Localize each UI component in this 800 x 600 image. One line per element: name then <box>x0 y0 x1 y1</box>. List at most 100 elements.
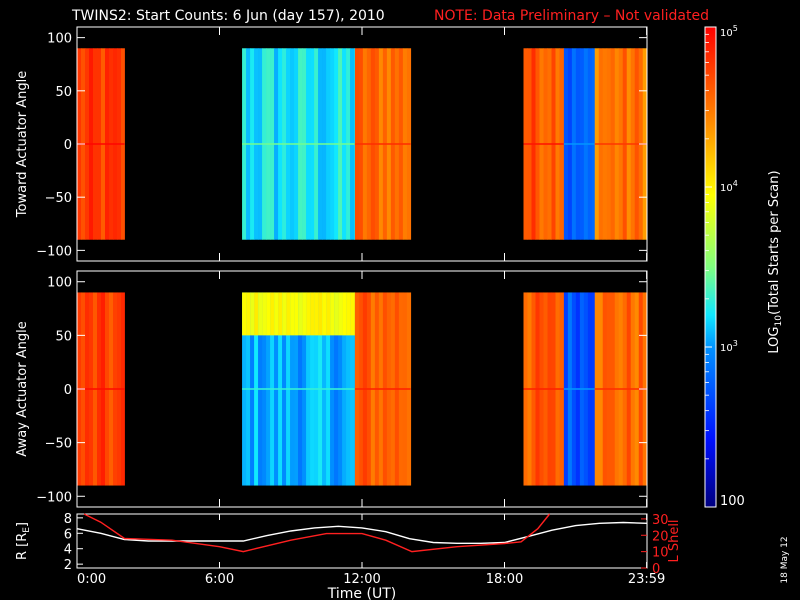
heatmap-band <box>242 292 247 336</box>
colorbar-tick-label: 100 <box>720 494 745 509</box>
zero-angle-stripe <box>242 143 355 145</box>
y2-tick-label: 20 <box>652 529 669 544</box>
y-tick-label: 6 <box>64 527 72 542</box>
heatmap-band <box>246 292 251 336</box>
heatmap-band <box>318 292 323 336</box>
zero-angle-stripe <box>77 143 125 145</box>
x-tick-label: 6:00 <box>205 572 234 587</box>
away-x-ticks <box>76 271 648 507</box>
heatmap-band <box>346 292 351 336</box>
y-tick-label: 100 <box>47 276 72 291</box>
zero-angle-stripe <box>563 143 595 145</box>
orbit-lines <box>76 513 648 553</box>
date-stamp: 18 May 12 <box>780 536 790 583</box>
heatmap-band <box>306 292 311 336</box>
y-tick-label: −50 <box>45 437 72 452</box>
heatmap-band <box>350 292 355 336</box>
heatmap-band <box>258 292 263 336</box>
heatmap-band <box>314 292 319 336</box>
l-shell-line <box>83 513 551 553</box>
colorbar-tick-base: 10 <box>720 183 733 194</box>
zero-angle-stripe <box>354 388 411 390</box>
x-tick-label: 0:00 <box>77 572 106 587</box>
y-tick-label: 0 <box>64 383 72 398</box>
heatmap-band <box>270 292 275 336</box>
heatmap-band <box>286 292 291 336</box>
heatmap-band <box>322 292 327 336</box>
colorbar-label: LOG10(Total Starts per Scan) <box>767 170 784 353</box>
y-tick-label: 50 <box>55 329 72 344</box>
toward-heatmap <box>77 48 648 240</box>
zero-angle-stripe <box>354 143 411 145</box>
colorbar-tick-base: 100 <box>720 494 745 509</box>
away-heatmap <box>77 292 648 486</box>
zero-angle-stripe <box>77 388 125 390</box>
colorbar-tick-label: 105 <box>720 24 738 39</box>
heatmap-band <box>310 292 315 336</box>
heatmap-band <box>294 292 299 336</box>
toward-y-ticks: 100 50 0 −50 −100 <box>36 32 647 259</box>
x-tick-label: 12:00 <box>343 572 380 587</box>
colorbar-gradient <box>705 27 716 507</box>
heatmap-band <box>266 292 271 336</box>
y-tick-label: 50 <box>55 85 72 100</box>
colorbar-tick-label: 103 <box>720 339 738 354</box>
heatmap-band <box>326 292 331 336</box>
colorbar-tick-exp: 5 <box>733 24 738 33</box>
y-tick-label: 100 <box>47 32 72 47</box>
heatmap-band <box>282 292 287 336</box>
away-y-ticks: 100 50 0 −50 −100 <box>36 276 647 505</box>
distance-line <box>76 521 648 544</box>
orbit-y2-label: L Shell <box>667 519 682 562</box>
heatmap-band <box>298 292 303 336</box>
zero-angle-stripe <box>523 143 564 145</box>
toward-x-ticks <box>76 27 648 261</box>
heatmap-band <box>290 292 295 336</box>
y-tick-label: 2 <box>64 558 72 573</box>
heatmap-band <box>274 292 279 336</box>
zero-angle-stripe <box>594 143 647 145</box>
zero-angle-stripe <box>594 388 647 390</box>
zero-angle-stripe <box>523 388 564 390</box>
toward-y-label: Toward Actuator Angle <box>15 71 30 218</box>
toward-actuator-panel: 100 50 0 −50 −100 Toward Actuator Angle <box>15 26 648 262</box>
colorbar-tick-base: 10 <box>720 28 733 39</box>
y2-tick-label: 30 <box>652 513 669 528</box>
heatmap-band <box>278 292 283 336</box>
data-note: NOTE: Data Preliminary – Not validated <box>434 8 709 24</box>
colorbar-tick-exp: 4 <box>733 179 738 188</box>
heatmap-band <box>342 292 347 336</box>
colorbar-tick-exp: 3 <box>733 339 738 348</box>
orbit-x-label: Time (UT) <box>327 586 396 600</box>
heatmap-band <box>254 292 259 336</box>
zero-angle-stripe <box>242 388 355 390</box>
y-tick-label: 0 <box>64 138 72 153</box>
x-tick-label: 18:00 <box>486 572 523 587</box>
heatmap-band <box>302 292 307 336</box>
y2-tick-label: 0 <box>652 562 660 577</box>
heatmap-band <box>338 292 343 336</box>
away-actuator-panel: 100 50 0 −50 −100 Away Actuator Angle <box>15 270 648 508</box>
x-tick-label: 23:59 <box>628 572 665 587</box>
heatmap-band <box>334 292 339 336</box>
y-tick-label: −50 <box>45 191 72 206</box>
heatmap-band <box>354 292 356 336</box>
colorbar-tick-label: 104 <box>720 179 738 194</box>
heatmap-band <box>262 292 267 336</box>
zero-angle-stripe <box>563 388 595 390</box>
orbit-y-label: R [RE] <box>15 522 32 560</box>
heatmap-band <box>330 292 335 336</box>
y-tick-label: −100 <box>36 490 72 505</box>
y2-tick-label: 10 <box>652 546 669 561</box>
colorbar-tick-base: 10 <box>720 343 733 354</box>
heatmap-band <box>250 292 255 336</box>
y-tick-label: 4 <box>64 543 72 558</box>
y-tick-label: −100 <box>36 244 72 259</box>
plot-title: TWINS2: Start Counts: 6 Jun (day 157), 2… <box>71 8 385 24</box>
